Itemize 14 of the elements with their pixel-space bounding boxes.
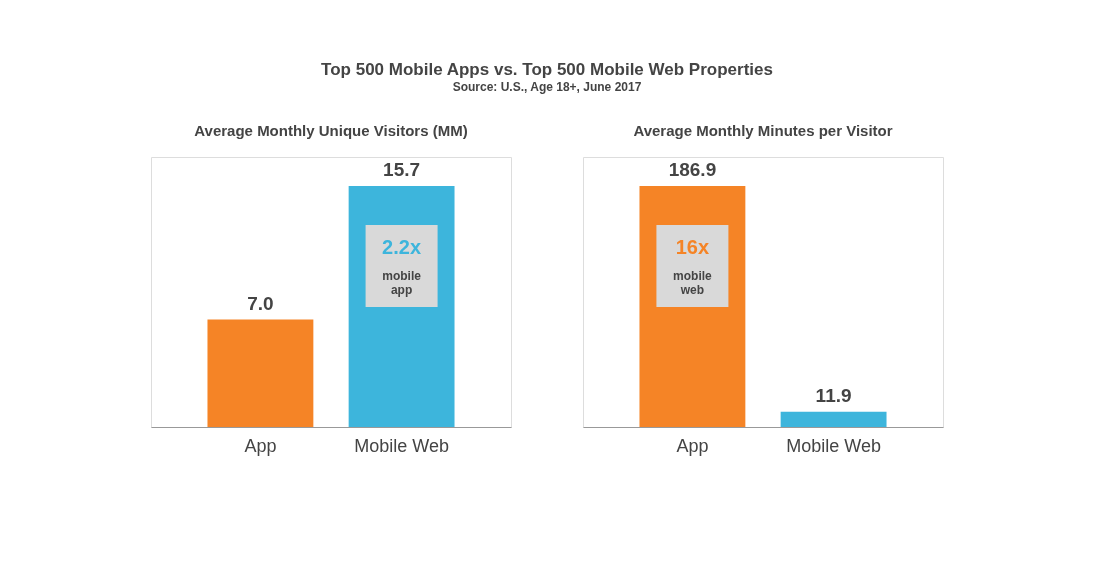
x-tick-label: App — [676, 435, 709, 456]
chart-title: Average Monthly Minutes per Visitor — [633, 122, 893, 139]
annotation: 2.2x mobile app — [382, 235, 422, 297]
data-label: 15.7 — [383, 158, 421, 180]
text: Source: U.S., Age 18+, June 2017 — [452, 79, 642, 94]
x-tick-label: Mobile Web — [786, 435, 881, 456]
annotation: 16x mobile web — [673, 235, 713, 297]
x-tick-label: App — [244, 435, 277, 456]
x-tick-label: Mobile Web — [354, 435, 449, 456]
data-label: 7.0 — [247, 292, 274, 314]
text: Top 500 Mobile Apps vs. Top 500 Mobile Web Properties — [321, 59, 773, 79]
data-label: 186.9 — [668, 158, 717, 180]
text: Average Monthly Unique Visitors (MM) — [194, 122, 468, 139]
data-label: 11.9 — [815, 384, 852, 406]
